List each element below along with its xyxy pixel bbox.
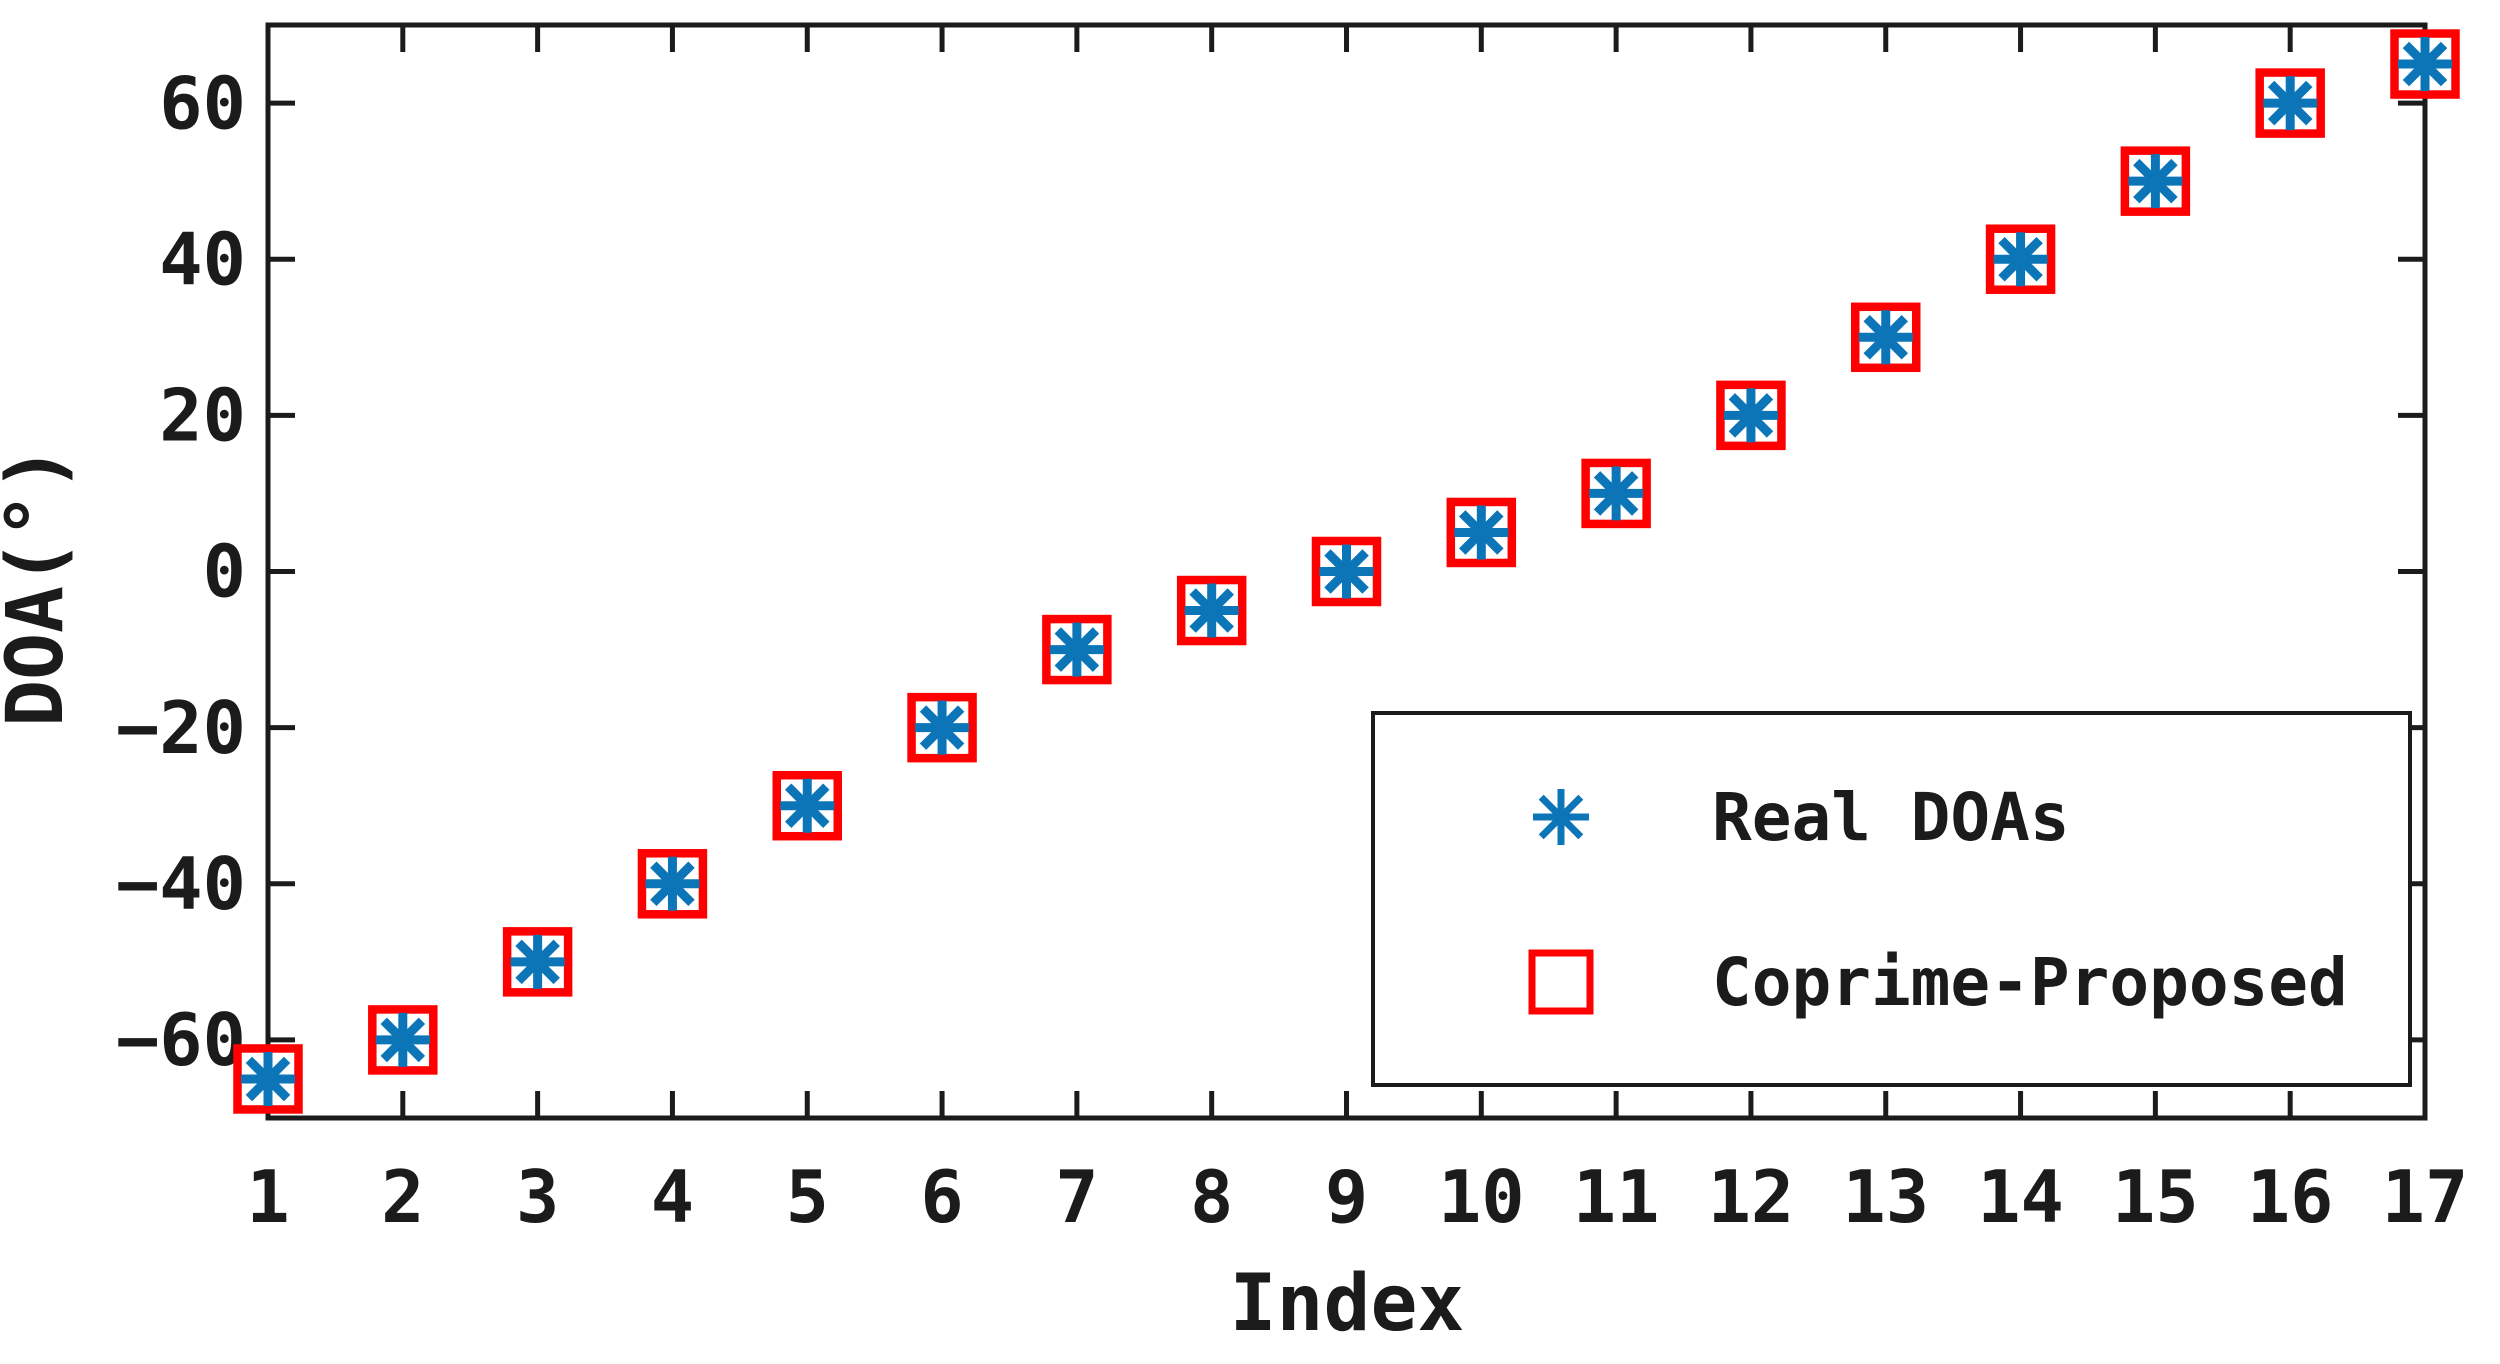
x-tick-label: 10 bbox=[1438, 1155, 1525, 1239]
y-tick-label: 20 bbox=[159, 374, 246, 458]
data-marker-asterisk bbox=[1858, 310, 1913, 365]
data-marker-asterisk bbox=[375, 1012, 430, 1067]
x-tick-label: 6 bbox=[920, 1155, 963, 1239]
x-tick-label: 16 bbox=[2247, 1155, 2334, 1239]
x-tick-label: 2 bbox=[381, 1155, 424, 1239]
x-tick-label: 12 bbox=[1708, 1155, 1795, 1239]
axes-layer: 1 2 3 4 5 6 7 8 9 10 11 12 13 14 15 16 17−60−40−20020406… bbox=[116, 22, 2469, 1239]
x-tick-label: 4 bbox=[651, 1155, 694, 1239]
data-marker-asterisk bbox=[780, 778, 835, 833]
x-tick-label: 11 bbox=[1573, 1155, 1660, 1239]
data-marker-asterisk bbox=[1993, 232, 2048, 287]
legend-box bbox=[1371, 711, 2412, 1087]
y-axis-label: DOA(°) bbox=[0, 445, 81, 727]
y-tick-label: 40 bbox=[159, 217, 246, 301]
data-marker-asterisk bbox=[1319, 544, 1374, 599]
data-marker-asterisk bbox=[1723, 388, 1778, 443]
data-marker-asterisk bbox=[1049, 622, 1104, 677]
x-tick-label: 13 bbox=[1842, 1155, 1929, 1239]
legend-square-icon bbox=[1528, 949, 1594, 1015]
x-tick-label: 17 bbox=[2382, 1155, 2469, 1239]
data-marker-asterisk bbox=[1454, 505, 1509, 560]
data-marker-asterisk bbox=[2398, 37, 2452, 92]
data-marker-asterisk bbox=[915, 700, 970, 755]
data-marker-asterisk bbox=[645, 856, 700, 911]
data-marker-asterisk bbox=[1184, 583, 1239, 638]
x-tick-label: 14 bbox=[1977, 1155, 2064, 1239]
x-tick-label: 9 bbox=[1325, 1155, 1368, 1239]
x-tick-label: 7 bbox=[1055, 1155, 1098, 1239]
data-marker-asterisk bbox=[510, 934, 565, 989]
y-tick-label: −60 bbox=[116, 998, 246, 1082]
y-tick-label: 60 bbox=[159, 61, 246, 145]
x-axis-label: Index bbox=[1230, 1259, 1465, 1349]
legend-box-layer bbox=[1371, 711, 2412, 1087]
y-tick-label: −20 bbox=[116, 686, 246, 770]
data-marker-asterisk bbox=[241, 1051, 295, 1106]
y-tick-label: −40 bbox=[116, 842, 246, 926]
x-tick-label: 1 bbox=[246, 1155, 289, 1239]
x-tick-label: 15 bbox=[2112, 1155, 2199, 1239]
x-tick-label: 3 bbox=[516, 1155, 559, 1239]
legend-asterisk-icon bbox=[1533, 789, 1589, 845]
data-marker-asterisk bbox=[2128, 154, 2183, 209]
y-tick-label: 0 bbox=[203, 530, 246, 614]
data-marker-asterisk bbox=[2263, 76, 2318, 131]
data-marker-asterisk bbox=[1589, 466, 1644, 521]
legend-label-coprime-proposed: Coprime-Proposed bbox=[1712, 944, 2348, 1021]
data-layer bbox=[233, 29, 2460, 1114]
legend-label-real-doas: Real DOAs bbox=[1712, 779, 2070, 856]
x-tick-label: 8 bbox=[1190, 1155, 1233, 1239]
x-tick-label: 5 bbox=[786, 1155, 829, 1239]
